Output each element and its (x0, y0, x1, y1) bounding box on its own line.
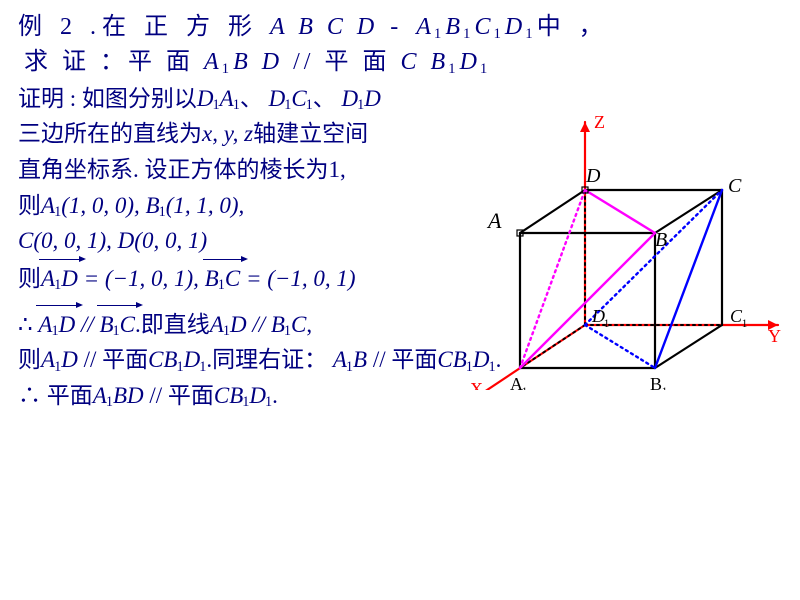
proof-line-7: ∴ A1D // B1C.即直线A1D // B1C, (18, 305, 478, 343)
svg-text:C: C (728, 175, 742, 197)
svg-text:A: A (486, 208, 502, 233)
svg-text:Z: Z (594, 112, 605, 132)
proof-line-9: ∴ 平面A1BD // 平面CB1D1. (18, 378, 478, 414)
problem-line-1: 例 2 .在 正 方 形 A B C D - A1B1C1D1中 ， (18, 10, 478, 45)
proof-line-3: 直角坐标系. 设正方体的棱长为1, (18, 152, 478, 188)
svg-text:1: 1 (522, 386, 528, 390)
proof-line-4: 则A1(1, 0, 0), B1(1, 1, 0), (18, 188, 478, 224)
svg-text:D: D (585, 165, 601, 187)
svg-text:1: 1 (604, 318, 610, 330)
proof-line-5: C(0, 0, 1), D(0, 0, 1) (18, 223, 478, 259)
proof-line-1: 证明 : 如图分别以D1A1、 D1C1、 D1D (18, 81, 478, 117)
proof-line-2: 三边所在的直线为x, y, z轴建立空间 (18, 116, 478, 152)
proof-line-6: 则A1D = (−1, 0, 1), B1C = (−1, 0, 1) (18, 259, 478, 297)
svg-text:X: X (470, 379, 483, 390)
svg-text:1: 1 (742, 318, 748, 330)
svg-text:Y: Y (768, 326, 781, 346)
problem-line-2: 求 证 ：平 面 A1B D // 平 面 C B1D1 (18, 45, 478, 80)
svg-text:B: B (650, 374, 662, 390)
svg-text:1: 1 (662, 386, 668, 390)
svg-text:B: B (655, 229, 667, 251)
cube-diagram: ABCDA1B1C 1D 1XYZ (450, 100, 790, 390)
